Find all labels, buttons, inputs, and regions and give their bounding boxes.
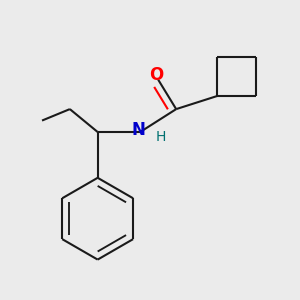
Text: O: O	[149, 66, 164, 84]
Text: N: N	[132, 122, 145, 140]
Text: H: H	[155, 130, 166, 144]
